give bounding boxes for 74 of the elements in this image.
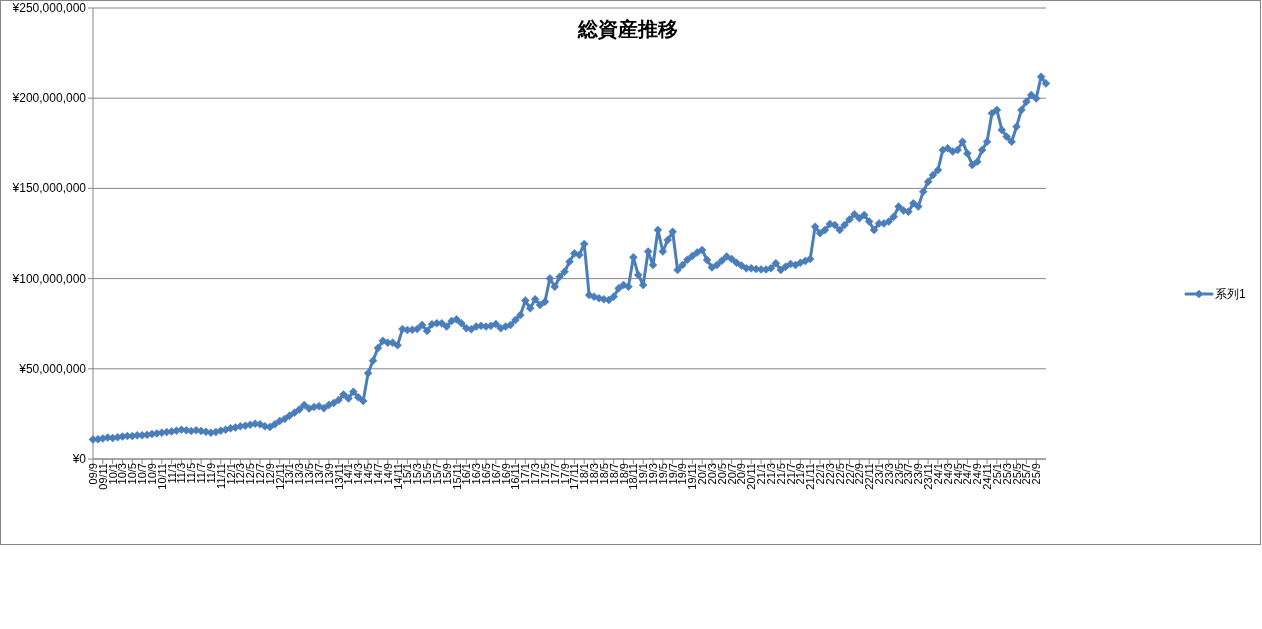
x-tick-label: 23/3 bbox=[882, 463, 895, 485]
x-tick-label: 20/11 bbox=[745, 463, 758, 490]
x-tick-label: 12/3 bbox=[234, 463, 247, 485]
x-tick-label: 16/9 bbox=[499, 463, 512, 485]
x-tick-label: 14/11 bbox=[391, 463, 404, 490]
x-tick-label: 11/1 bbox=[165, 463, 178, 484]
legend: 系列1 bbox=[1184, 287, 1246, 301]
x-tick-label: 18/1 bbox=[578, 463, 591, 485]
x-tick-label: 23/5 bbox=[892, 463, 905, 485]
y-tick-label: ¥0 bbox=[71, 452, 87, 466]
x-tick-label: 15/3 bbox=[411, 463, 424, 485]
y-tick-label: ¥100,000,000 bbox=[11, 271, 87, 286]
x-tick-label: 15/9 bbox=[440, 463, 453, 485]
x-tick-label: 17/9 bbox=[558, 463, 571, 485]
x-tick-label: 24/3 bbox=[941, 463, 954, 485]
x-tick-label: 20/9 bbox=[735, 463, 748, 485]
x-tick-label: 17/1 bbox=[519, 463, 532, 485]
x-tick-label: 25/9 bbox=[1030, 463, 1043, 485]
x-tick-label: 21/5 bbox=[774, 463, 787, 485]
x-tick-label: 14/1 bbox=[342, 463, 355, 485]
x-tick-label: 12/5 bbox=[244, 463, 257, 485]
x-tick-label: 22/5 bbox=[833, 463, 846, 485]
x-tick-label: 19/9 bbox=[676, 463, 689, 485]
x-tick-label: 14/3 bbox=[352, 463, 365, 485]
x-tick-label: 12/1 bbox=[224, 463, 237, 485]
x-tick-label: 11/11 bbox=[214, 463, 227, 489]
x-tick-label: 15/11 bbox=[450, 463, 463, 490]
x-tick-label: 21/9 bbox=[794, 463, 807, 485]
text: 総資産推移 bbox=[577, 18, 678, 40]
x-tick-label: 13/9 bbox=[322, 463, 335, 485]
x-tick-label: 10/1 bbox=[106, 463, 119, 485]
x-tick-label: 10/5 bbox=[126, 463, 139, 485]
y-tick-label: ¥50,000,000 bbox=[18, 361, 87, 376]
x-tick-label: 23/7 bbox=[902, 463, 915, 485]
y-tick-label: ¥200,000,000 bbox=[11, 91, 87, 106]
x-tick-label: 13/11 bbox=[332, 463, 345, 490]
x-tick-label: 23/9 bbox=[912, 463, 925, 485]
x-tick-label: 25/3 bbox=[1000, 463, 1013, 485]
x-tick-label: 21/7 bbox=[784, 463, 797, 485]
x-tick-label: 11/5 bbox=[185, 463, 198, 484]
x-tick-label: 20/5 bbox=[715, 463, 728, 485]
x-tick-label: 20/7 bbox=[725, 463, 738, 485]
x-tick-label: 25/7 bbox=[1020, 463, 1033, 485]
x-tick-label: 11/3 bbox=[175, 463, 188, 484]
x-tick-label: 18/7 bbox=[607, 463, 620, 485]
x-tick-label: 10/11 bbox=[155, 463, 168, 490]
x-tick-label: 09/9 bbox=[87, 463, 99, 485]
y-tick-label: ¥250,000,000 bbox=[11, 1, 87, 15]
x-tick-label: 13/3 bbox=[293, 463, 306, 485]
x-tick-label: 24/7 bbox=[961, 463, 974, 485]
x-tick-label: 19/11 bbox=[686, 463, 699, 490]
x-tick-label: 24/9 bbox=[971, 463, 984, 485]
x-tick-label: 13/1 bbox=[283, 463, 296, 485]
x-tick-label: 17/7 bbox=[548, 463, 561, 485]
y-tick-label: ¥150,000,000 bbox=[11, 181, 87, 196]
x-tick-label: 16/11 bbox=[509, 463, 522, 490]
x-tick-label: 15/1 bbox=[401, 463, 414, 485]
x-tick-label: 18/9 bbox=[617, 463, 630, 485]
x-tick-label: 19/7 bbox=[666, 463, 679, 485]
x-tick-label: 12/11 bbox=[273, 463, 286, 490]
x-tick-label: 19/1 bbox=[637, 463, 650, 485]
x-tick-label: 17/11 bbox=[568, 463, 581, 490]
x-tick-label: 18/11 bbox=[627, 463, 640, 490]
x-tick-label: 14/9 bbox=[381, 463, 394, 485]
x-tick-label: 25/5 bbox=[1010, 463, 1023, 485]
x-tick-label: 22/7 bbox=[843, 463, 856, 485]
x-tick-label: 16/1 bbox=[460, 463, 473, 485]
x-tick-label: 16/7 bbox=[489, 463, 502, 485]
x-tick-label: 22/9 bbox=[853, 463, 866, 485]
x-tick-label: 09/11 bbox=[96, 463, 109, 490]
x-tick-label: 10/3 bbox=[116, 463, 129, 485]
x-tick-label: 21/11 bbox=[804, 463, 817, 490]
legend-label: 系列1 bbox=[1215, 287, 1246, 301]
x-tick-label: 24/5 bbox=[951, 463, 964, 485]
